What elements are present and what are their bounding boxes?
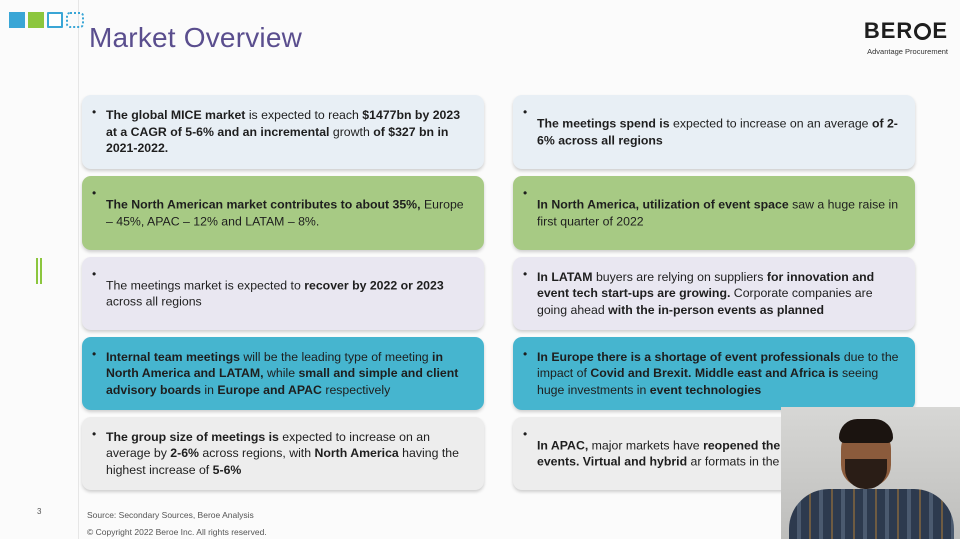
point-text-run: In Europe there is a shortage of event p… <box>537 349 841 364</box>
point-text-run: for innovation and event tech start-ups … <box>537 269 875 301</box>
page-title: Market Overview <box>89 22 303 53</box>
dotted-square-icon <box>66 12 84 28</box>
point-text-run: major markets have <box>588 437 704 452</box>
logo-word-prefix: BER <box>863 18 914 43</box>
logo-tagline: Advantage Procurement <box>867 47 948 56</box>
source-note: Source: Secondary Sources, Beroe Analysi… <box>87 510 254 520</box>
point-text-run: of $327 bn in 2021-2022. <box>106 124 449 156</box>
point-text-run: will be the leading type of meeting <box>239 349 433 364</box>
left-point-4: Internal team meetings will be the leadi… <box>82 337 484 410</box>
point-text-run: Internal team meetings <box>106 349 240 364</box>
copyright-note: © Copyright 2022 Beroe Inc. All rights r… <box>87 527 267 537</box>
point-text-run: due to the impact of <box>537 349 899 381</box>
right-point-1: The meetings spend is expected to increa… <box>513 95 915 169</box>
point-text-run: North America <box>314 446 399 461</box>
point-text-run: 2-6% <box>170 446 199 461</box>
point-text-run: expected to increase on an average by <box>106 429 430 461</box>
point-text-run: growth <box>329 124 374 139</box>
presenter-beard <box>845 459 887 489</box>
page-number: 3 <box>37 507 42 516</box>
point-text-run: in <box>201 382 218 397</box>
presenter-hair <box>839 419 893 443</box>
left-divider <box>78 0 79 539</box>
beroe-logo: BER E Advantage Procurement <box>858 18 948 56</box>
brand-squares <box>9 12 84 28</box>
point-text-run: across all regions <box>106 294 202 309</box>
point-text-run: is expected to reach <box>245 108 363 123</box>
logo-circle-icon <box>914 22 932 40</box>
point-text-run: Europe – 45%, APAC – 12% and LATAM – 8%. <box>106 197 464 228</box>
point-text-run: respectively <box>321 382 391 397</box>
left-point-2: The North American market contributes to… <box>82 176 484 250</box>
point-text-run: while <box>263 366 299 381</box>
point-text-run: In LATAM <box>537 269 593 284</box>
right-point-2: In North America, utilization of event s… <box>513 176 915 250</box>
point-text-run: buyers are relying on suppliers <box>592 269 767 284</box>
left-point-5: The group size of meetings is expected t… <box>82 417 484 490</box>
presenter-body <box>789 489 954 539</box>
point-text-run: In North America, utilization of event s… <box>537 197 789 212</box>
point-text-run: The global MICE market <box>106 108 246 123</box>
point-text-run: across regions, with <box>198 446 315 461</box>
point-text-run: reopened the <box>703 437 781 452</box>
point-text-run: recover by 2022 or 2023 <box>304 277 444 292</box>
point-text-run: of 2-6% across all regions <box>537 116 898 147</box>
slide-marker-icon <box>36 258 42 284</box>
point-text-run: with the in-person events as planned <box>608 302 825 317</box>
point-text-run: 5-6% <box>212 462 242 477</box>
logo-wordmark: BER E <box>858 18 948 44</box>
point-text-run: seeing huge investments in <box>537 366 879 397</box>
point-text-run: event technologies <box>649 382 762 397</box>
right-point-3: In LATAM buyers are relying on suppliers… <box>513 257 915 330</box>
point-text-run: The meetings market is expected to <box>106 277 305 292</box>
outline-square-icon <box>47 12 63 28</box>
right-point-4: In Europe there is a shortage of event p… <box>513 337 915 410</box>
point-text-run: $1477bn by 2023 at a CAGR of 5-6% and an… <box>106 108 461 139</box>
blue-square-icon <box>9 12 25 28</box>
point-text-run: small and simple and client advisory boa… <box>106 366 459 397</box>
webcam-overlay <box>781 407 960 539</box>
green-square-icon <box>28 12 44 28</box>
point-text-run: The North American market contributes to… <box>106 197 424 212</box>
left-point-1: The global MICE market is expected to re… <box>82 95 484 169</box>
left-point-3: The meetings market is expected to recov… <box>82 257 484 330</box>
point-text-run: Europe and APAC <box>217 382 322 397</box>
point-text-run: Covid and Brexit. Middle east and Africa… <box>590 366 839 381</box>
logo-word-suffix: E <box>932 18 948 43</box>
point-text-run: ar <box>687 454 702 469</box>
point-text-run: in North America and LATAM, <box>106 349 443 381</box>
point-text-run: having the highest increase of <box>106 446 459 477</box>
point-text-run: The group size of meetings is <box>106 429 279 444</box>
point-text-run: saw a huge raise in first quarter of 202… <box>537 197 899 228</box>
point-text-run: In APAC, <box>537 437 589 452</box>
point-text-run: The meetings spend is <box>537 116 670 131</box>
point-text-run: expected to increase on an average <box>669 116 872 131</box>
point-text-run: Corporate companies are going ahead <box>537 286 873 317</box>
